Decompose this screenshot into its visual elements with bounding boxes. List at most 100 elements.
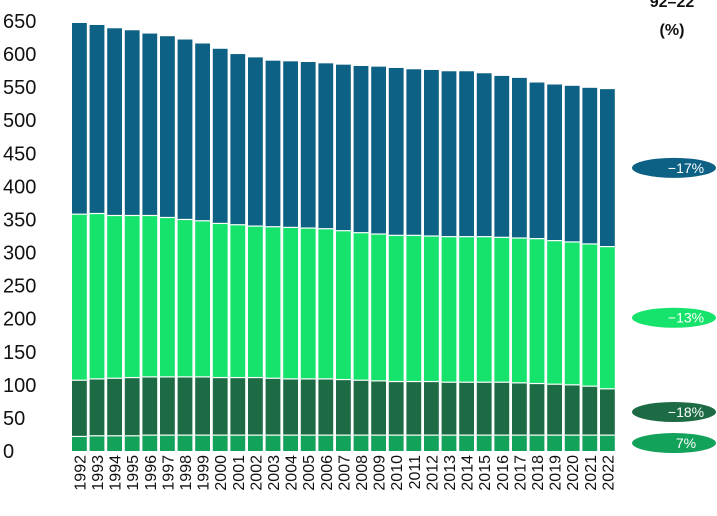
bar-segment-2000-s2 [212,223,228,378]
bar-stacks [72,22,615,451]
bar-segment-2009-s2 [371,234,386,381]
bar-segment-2005-s3 [300,62,316,229]
change-badge-label: −13% [668,310,704,326]
bar-segment-2013-s3 [441,71,457,237]
bar-segment-2010-s1 [388,381,404,436]
y-tick-label: 400 [3,176,36,198]
bar-segment-2007-s0 [336,435,351,451]
bar-segment-2008-s0 [353,435,369,451]
bar-segment-1993-s0 [89,435,105,451]
y-tick-label: 50 [3,408,25,430]
bar-segment-2003-s1 [265,378,281,436]
bar-segment-2000-s3 [212,48,228,224]
bar-segment-2014-s2 [459,236,474,383]
bar-segment-2021-s0 [582,435,598,451]
bar-segment-2001-s2 [230,224,246,378]
y-tick-label: 250 [3,276,36,298]
bar-segment-2012-s2 [424,236,439,382]
bar-segment-1992-s2 [72,214,87,381]
bar-segment-2015-s0 [476,435,492,451]
bar-segment-2020-s2 [564,241,580,385]
bar-segment-2021-s1 [582,386,598,436]
bar-segment-1997-s1 [160,376,175,436]
x-tick-label: 2002 [248,455,265,491]
bar-segment-1993-s2 [89,213,105,379]
bar-segment-2020-s3 [564,85,580,242]
bar-segment-1996-s2 [142,215,158,377]
bar-segment-2016-s0 [494,435,510,451]
bar-segment-2009-s3 [371,66,386,235]
bar-segment-2001-s1 [230,377,246,436]
x-tick-label: 2015 [477,455,494,491]
bar-segment-1995-s2 [124,215,140,378]
bar-segment-1995-s1 [124,377,140,436]
bar-segment-2017-s2 [512,237,527,383]
x-tick-label: 2003 [266,455,283,491]
y-tick-label: 450 [3,143,36,165]
bar-segment-2021-s2 [582,243,598,387]
bar-segment-2005-s1 [300,378,316,436]
bar-segment-1993-s3 [89,24,105,214]
bar-segment-1998-s3 [177,39,193,220]
x-tick-label: 1993 [90,455,107,491]
bar-segment-2017-s1 [512,382,527,436]
x-tick-label: 2009 [372,455,389,491]
bar-segment-2019-s2 [547,240,562,385]
bar-segment-2012-s3 [424,69,439,236]
bar-segment-2010-s0 [388,435,404,451]
x-tick-label: 2010 [389,455,406,491]
bar-segment-2016-s2 [494,237,510,383]
bar-segment-2004-s2 [283,227,298,379]
bar-segment-2017-s3 [512,77,527,238]
bar-segment-2016-s3 [494,75,510,238]
bar-segment-1998-s1 [177,376,193,436]
x-tick-label: 2021 [583,455,600,491]
bar-segment-1995-s3 [124,30,140,216]
bar-segment-2001-s3 [230,54,246,225]
change-header-unit: (%) [660,22,685,39]
bar-segment-2011-s0 [406,435,422,451]
bar-segment-2012-s1 [424,381,439,436]
bar-segment-1999-s1 [195,376,210,436]
bar-segment-2002-s1 [248,377,263,436]
x-tick-label: 2006 [319,455,336,491]
y-axis: 0 50 100 150 200 250 300 350 400 450 500 550 600 650 [3,11,36,463]
bar-segment-2012-s0 [424,435,439,451]
bar-segment-2010-s3 [388,67,404,236]
y-tick-label: 100 [3,375,36,397]
x-tick-label: 1998 [178,455,195,491]
x-tick-label: 1995 [125,455,142,491]
bar-segment-1992-s1 [72,380,87,437]
bar-segment-2014-s1 [459,382,474,436]
bar-segment-2006-s2 [318,228,334,379]
x-tick-label: 2018 [530,455,547,491]
x-tick-label: 2007 [336,455,353,491]
bar-segment-1997-s3 [160,36,175,218]
x-tick-label: 2000 [213,455,230,491]
bar-segment-1992-s0 [72,436,87,451]
bar-segment-1994-s2 [107,215,122,379]
bar-segment-2007-s3 [336,64,351,231]
bar-segment-2018-s1 [529,383,545,436]
change-header-period: 92–22 [650,0,695,11]
y-tick-label: 500 [3,110,36,132]
bar-segment-1993-s1 [89,378,105,436]
bar-segment-2000-s1 [212,377,228,436]
y-tick-label: 300 [3,243,36,265]
bar-segment-2000-s0 [212,435,228,451]
bar-segment-1994-s3 [107,28,122,216]
bar-segment-2004-s3 [283,61,298,228]
bar-segment-2003-s3 [265,60,281,227]
bar-segment-2016-s1 [494,382,510,436]
x-tick-label: 2012 [424,455,441,491]
x-tick-label: 2014 [460,455,477,491]
change-badge-label: −18% [668,404,704,420]
y-tick-label: 200 [3,309,36,331]
bar-segment-2008-s3 [353,65,369,233]
bar-segment-2003-s0 [265,435,281,451]
x-tick-label: 1994 [108,455,125,491]
x-tick-label: 1992 [72,455,89,491]
bar-segment-2001-s0 [230,435,246,451]
bar-segment-1994-s1 [107,378,122,436]
